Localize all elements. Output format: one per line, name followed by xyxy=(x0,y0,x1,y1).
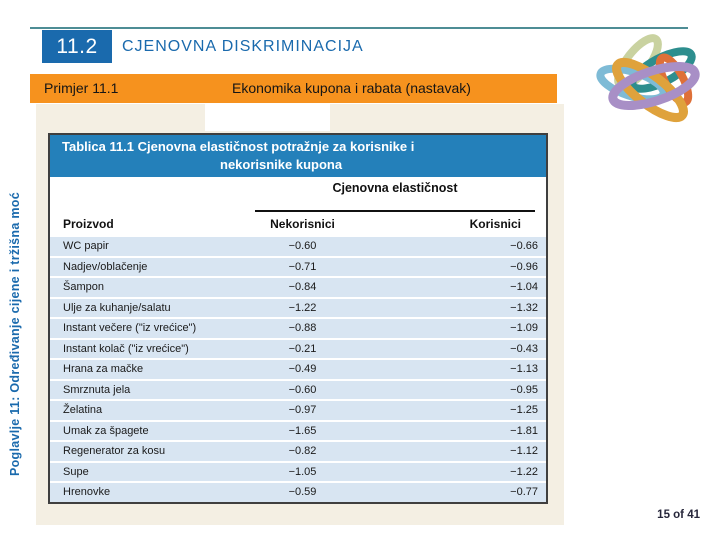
table-title-line1: Tablica 11.1 Cjenovna elastičnost potraž… xyxy=(62,139,415,155)
users-value-cell: −0.77 xyxy=(510,486,538,499)
example-banner: Primjer 11.1 Ekonomika kupona i rabata (… xyxy=(30,74,557,103)
nonusers-value-cell: −1.05 xyxy=(288,465,317,478)
users-value-cell: −1.32 xyxy=(510,301,538,314)
example-title: Ekonomika kupona i rabata (nastavak) xyxy=(232,80,471,96)
users-value-cell: −0.66 xyxy=(510,240,538,253)
table-row: Ulje za kuhanje/salatu −1.22 −1.32 xyxy=(50,298,546,317)
product-cell: Želatina xyxy=(63,404,103,417)
slide-title: CJENOVNA DISKRIMINACIJA xyxy=(122,38,364,55)
product-cell: Smrznuta jela xyxy=(63,383,131,396)
users-value-cell: −0.95 xyxy=(510,383,538,396)
nonusers-value-cell: −0.97 xyxy=(288,404,317,417)
users-value-cell: −1.25 xyxy=(510,404,538,417)
table-row: Umak za špagete −1.65 −1.81 xyxy=(50,421,546,440)
product-cell: Instant kolač ("iz vrećice") xyxy=(63,342,189,355)
users-value-cell: −0.96 xyxy=(510,260,538,273)
users-value-cell: −1.13 xyxy=(510,363,538,376)
product-cell: Umak za špagete xyxy=(63,424,149,437)
product-cell: Nadjev/oblačenje xyxy=(63,260,148,273)
table-row: WC papir −0.60 −0.66 xyxy=(50,237,546,256)
users-value-cell: −1.81 xyxy=(510,424,538,437)
table-row: Želatina −0.97 −1.25 xyxy=(50,401,546,420)
nonusers-value-cell: −0.59 xyxy=(288,486,317,499)
backdrop-white-gap xyxy=(205,104,330,131)
product-cell: Instant večere ("iz vrećice") xyxy=(63,322,197,335)
table-row: Supe −1.05 −1.22 xyxy=(50,462,546,481)
table-body: WC papir −0.60 −0.66 Nadjev/oblačenje −0… xyxy=(50,237,546,502)
nonusers-value-cell: −0.82 xyxy=(288,445,317,458)
table-row: Regenerator za kosu −0.82 −1.12 xyxy=(50,442,546,461)
section-number-box: 11.2 xyxy=(42,30,112,63)
page-indicator: 15 of 41 xyxy=(657,509,700,521)
table-row: Šampon −0.84 −1.04 xyxy=(50,278,546,297)
users-value-cell: −1.22 xyxy=(510,465,538,478)
column-header-users: Korisnici xyxy=(469,217,521,231)
table-row: Smrznuta jela −0.60 −0.95 xyxy=(50,380,546,399)
column-header-nonusers: Nekorisnici xyxy=(270,217,335,231)
nonusers-value-cell: −0.60 xyxy=(288,240,317,253)
table-title-bar: Tablica 11.1 Cjenovna elastičnost potraž… xyxy=(50,135,546,177)
table-header: Cjenovna elastičnost Proizvod Nekorisnic… xyxy=(50,177,546,237)
product-cell: Šampon xyxy=(63,281,104,294)
product-cell: Hrenovke xyxy=(63,486,111,499)
table-row: Instant večere ("iz vrećice") −0.88 −1.0… xyxy=(50,319,546,338)
group-header-underline xyxy=(255,210,535,212)
column-header-product: Proizvod xyxy=(63,217,114,231)
nonusers-value-cell: −0.21 xyxy=(288,342,317,355)
chapter-sidebar-text: Poglavlje 11: Određivanje cijene i tržiš… xyxy=(8,191,22,477)
nonusers-value-cell: −0.84 xyxy=(288,281,317,294)
table-title-line2: nekorisnike kupona xyxy=(220,157,343,172)
table-row: Hrana za mačke −0.49 −1.13 xyxy=(50,360,546,379)
product-cell: Hrana za mačke xyxy=(63,363,144,376)
table-row: Hrenovke −0.59 −0.77 xyxy=(50,483,546,502)
product-cell: Ulje za kuhanje/salatu xyxy=(63,301,171,314)
users-value-cell: −1.12 xyxy=(510,445,538,458)
publisher-knot-logo xyxy=(596,34,700,123)
users-value-cell: −0.43 xyxy=(510,342,538,355)
users-value-cell: −1.04 xyxy=(510,281,538,294)
nonusers-value-cell: −0.88 xyxy=(288,322,317,335)
table-row: Nadjev/oblačenje −0.71 −0.96 xyxy=(50,257,546,276)
chapter-sidebar: Poglavlje 11: Određivanje cijene i tržiš… xyxy=(3,158,27,510)
top-divider-line xyxy=(30,27,688,29)
group-column-header: Cjenovna elastičnost xyxy=(332,181,458,195)
column-headers-row: Proizvod Nekorisnici Korisnici xyxy=(50,215,546,233)
section-number: 11.2 xyxy=(56,34,98,58)
nonusers-value-cell: −0.60 xyxy=(288,383,317,396)
users-value-cell: −1.09 xyxy=(510,322,538,335)
nonusers-value-cell: −1.22 xyxy=(288,301,317,314)
example-label: Primjer 11.1 xyxy=(44,80,119,96)
product-cell: Regenerator za kosu xyxy=(63,445,166,458)
product-cell: Supe xyxy=(63,465,89,478)
nonusers-value-cell: −0.71 xyxy=(288,260,317,273)
nonusers-value-cell: −1.65 xyxy=(288,424,317,437)
elasticity-table: Tablica 11.1 Cjenovna elastičnost potraž… xyxy=(48,133,548,504)
nonusers-value-cell: −0.49 xyxy=(288,363,317,376)
table-row: Instant kolač ("iz vrećice") −0.21 −0.43 xyxy=(50,339,546,358)
product-cell: WC papir xyxy=(63,240,109,253)
